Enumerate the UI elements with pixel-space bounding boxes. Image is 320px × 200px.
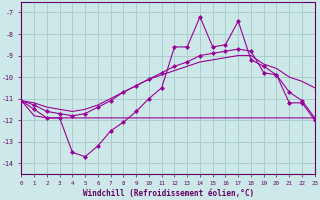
X-axis label: Windchill (Refroidissement éolien,°C): Windchill (Refroidissement éolien,°C) [83, 189, 254, 198]
